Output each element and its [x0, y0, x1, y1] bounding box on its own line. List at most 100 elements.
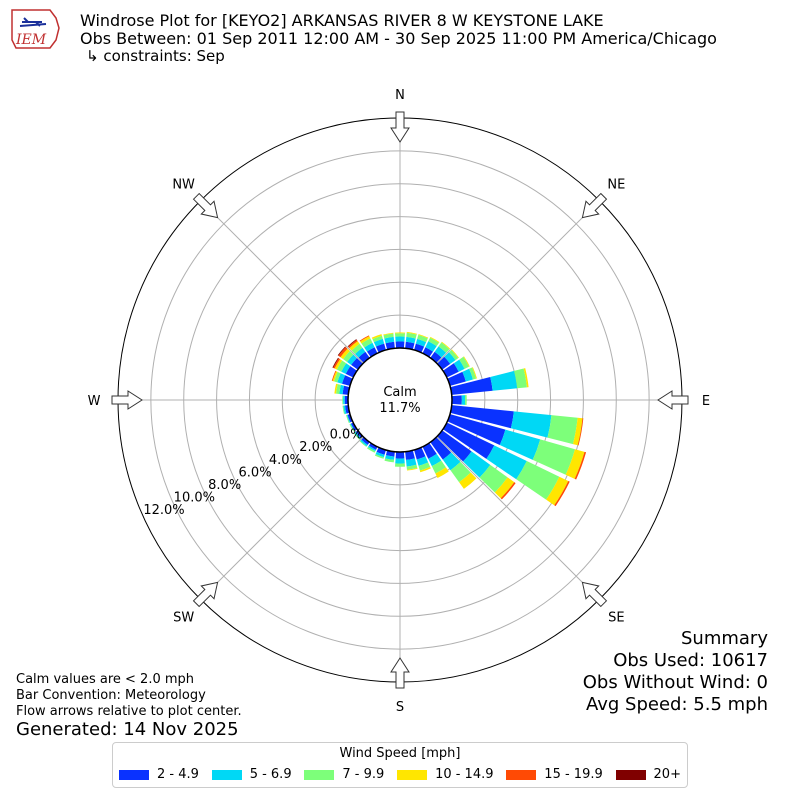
windrose-bar	[499, 429, 541, 460]
legend-swatch	[119, 769, 149, 780]
windrose-bar	[516, 461, 560, 500]
direction-arrow-nw	[192, 192, 219, 219]
legend-item: 5 - 6.9	[211, 767, 292, 782]
windrose-bar	[349, 341, 360, 351]
windrose-bar	[336, 360, 347, 372]
windrose-bar	[346, 414, 351, 423]
windrose-bar	[418, 462, 431, 471]
windrose-bar	[441, 341, 451, 350]
windrose-bar	[394, 463, 406, 467]
windrose-bar	[572, 417, 583, 446]
windrose-bar	[442, 452, 461, 471]
windrose-bar	[463, 451, 491, 478]
windrose-bar	[376, 447, 386, 455]
windrose-bar	[406, 332, 417, 339]
windrose-bar	[355, 430, 363, 439]
windrose-bar	[331, 370, 337, 382]
windrose-bar	[431, 460, 446, 474]
windrose-bar	[406, 467, 418, 471]
windrose-bar	[514, 368, 527, 389]
windrose-bar	[373, 338, 385, 347]
windrose-bar	[351, 343, 363, 354]
legend: Wind Speed [mph] 2 - 4.9 5 - 6.9 7 - 9.9 10…	[112, 742, 688, 788]
windrose-bar	[338, 347, 348, 358]
windrose-bar	[418, 334, 429, 339]
direction-arrow-s	[390, 657, 410, 689]
windrose-bar	[425, 341, 437, 352]
windrose-bar	[343, 405, 347, 415]
legend-item: 2 - 4.9	[119, 767, 199, 782]
windrose-bar	[565, 449, 585, 479]
windrose-bar	[448, 349, 459, 361]
windrose-bar	[577, 418, 584, 446]
windrose-bar	[442, 422, 495, 459]
windrose-bar	[472, 367, 477, 379]
windrose-bar	[366, 447, 376, 453]
windrose-bar	[358, 351, 370, 363]
windrose-bar	[450, 377, 493, 395]
windrose-bar	[428, 453, 442, 467]
windrose-bar	[395, 458, 405, 464]
calm-circle	[347, 347, 453, 453]
direction-arrow-icon	[581, 581, 608, 608]
windrose-bar	[450, 405, 514, 429]
windrose-bar	[442, 363, 459, 378]
windrose-bar	[422, 347, 434, 358]
windrose-bar	[422, 442, 437, 459]
windrose-bar	[354, 431, 362, 440]
windrose-bar	[348, 339, 358, 349]
windrose-bar	[341, 363, 351, 374]
windrose-bar	[395, 341, 405, 349]
windrose-bar	[361, 338, 373, 348]
windrose-bar	[415, 338, 427, 347]
legend-swatch	[211, 769, 242, 780]
windrose-bar	[337, 346, 346, 356]
direction-label: NE	[607, 178, 625, 193]
windrose-bar	[394, 333, 406, 337]
legend-swatch	[615, 769, 646, 780]
direction-label: S	[396, 700, 404, 715]
direction-arrow-icon	[581, 192, 608, 219]
direction-label: SW	[173, 610, 194, 625]
windrose-bar	[353, 432, 360, 440]
windrose-bar	[347, 339, 357, 347]
radial-tick-label: 0.0%	[330, 428, 363, 443]
windrose-bar	[345, 414, 350, 424]
windrose-bar	[334, 371, 341, 383]
legend-swatch	[304, 769, 335, 780]
windrose-bar	[343, 395, 345, 405]
windrose-bar	[332, 371, 338, 382]
windrose-bar	[371, 334, 382, 340]
windrose-bar	[342, 405, 345, 415]
windrose-bar	[395, 336, 405, 342]
logo-text: IEM	[15, 32, 47, 48]
radial-tick-label: 8.0%	[208, 478, 241, 493]
windrose-bar	[451, 349, 459, 359]
windrose-bar	[437, 430, 472, 462]
windrose-bar	[360, 439, 368, 447]
windrose-bar	[406, 464, 418, 470]
direction-arrow-icon	[390, 111, 410, 143]
calm-label: Calm	[383, 385, 416, 400]
windrose-bar	[339, 384, 345, 395]
direction-arrow-n	[390, 111, 410, 143]
windrose-bar	[464, 394, 467, 406]
direction-arrow-w	[111, 390, 143, 410]
windrose-bar	[333, 358, 341, 369]
windrose-bar	[405, 458, 417, 467]
iem-logo: IEM	[11, 9, 60, 49]
radial-tick-label: 10.0%	[174, 491, 215, 506]
windrose-bar	[547, 415, 578, 445]
windrose-bar	[334, 359, 343, 370]
windrose-bar	[385, 455, 395, 460]
windrose-bar	[342, 395, 344, 405]
legend-item: 10 - 14.9	[397, 767, 494, 782]
windrose-bar	[360, 336, 371, 344]
direction-arrow-se	[581, 581, 608, 608]
windrose-bar	[347, 354, 357, 365]
calm-note: Calm values are < 2.0 mph	[16, 672, 195, 687]
generated-date: Generated: 14 Nov 2025	[16, 719, 239, 740]
direction-arrow-icon	[111, 390, 143, 410]
windrose-bar	[366, 347, 378, 358]
